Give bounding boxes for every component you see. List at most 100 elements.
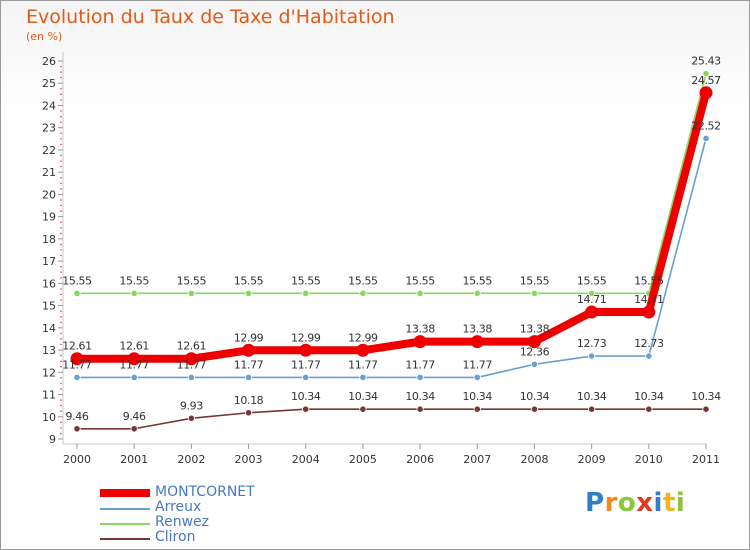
data-point-cliron: [416, 405, 424, 413]
data-label-arreux: 11.77: [291, 358, 321, 371]
y-minor-dot: [60, 382, 62, 385]
y-tick-label: 20: [42, 188, 56, 201]
data-point-montcornet: [413, 335, 427, 349]
data-point-arreux: [244, 373, 253, 382]
data-point-cliron: [130, 425, 138, 433]
y-minor-dot: [60, 76, 62, 79]
data-label-montcornet: 14.71: [634, 293, 664, 306]
y-minor-dot: [60, 310, 62, 312]
y-minor-dot: [60, 427, 62, 429]
data-label-arreux: 11.77: [177, 358, 207, 371]
logo-letter: i: [653, 488, 663, 518]
data-label-montcornet: 12.99: [291, 331, 321, 344]
data-label-renwez: 15.55: [463, 274, 493, 287]
data-label-montcornet: 12.99: [234, 331, 264, 344]
legend-swatch-renwez: [100, 523, 150, 525]
y-minor-dot: [60, 65, 62, 68]
legend-item-arreux[interactable]: Arreux: [100, 499, 350, 516]
y-tick-label: 23: [42, 122, 56, 135]
legend-swatch-montcornet: [100, 489, 150, 497]
y-minor-dot: [60, 232, 62, 235]
y-tick-label: 24: [42, 99, 56, 112]
data-point-montcornet: [585, 305, 599, 319]
data-label-renwez: 15.55: [520, 274, 550, 287]
data-point-arreux: [187, 373, 195, 382]
data-point-montcornet: [356, 343, 370, 357]
data-label-renwez: 15.55: [577, 274, 607, 287]
y-minor-dot: [60, 354, 62, 357]
data-label-cliron: 10.34: [634, 390, 664, 403]
chart-title: Evolution du Taux de Taxe d'Habitation: [26, 6, 395, 28]
y-minor-dot: [60, 315, 62, 318]
legend-item-cliron[interactable]: Cliron: [100, 529, 350, 546]
legend-item-montcornet[interactable]: MONTCORNET: [100, 484, 350, 501]
data-point-cliron: [302, 405, 310, 413]
y-minor-dot: [60, 343, 62, 346]
data-label-renwez: 15.55: [348, 274, 378, 287]
y-tick-label: 14: [42, 322, 56, 335]
data-label-renwez: 15.55: [62, 274, 92, 287]
y-minor-dot: [60, 160, 62, 162]
data-point-renwez: [702, 70, 710, 78]
y-minor-dot: [60, 204, 62, 207]
y-tick-label: 9: [49, 433, 56, 446]
data-label-arreux: 11.77: [405, 358, 435, 371]
series-line-cliron: [76, 408, 707, 430]
y-tick-label: 25: [42, 77, 56, 90]
data-point-arreux: [302, 373, 310, 382]
data-point-renwez: [73, 289, 81, 297]
data-point-arreux: [130, 373, 138, 382]
y-tick-label: 12: [42, 366, 56, 379]
y-tick-label: 18: [42, 233, 56, 246]
data-label-arreux: 11.77: [62, 358, 92, 371]
data-point-montcornet: [642, 305, 656, 319]
data-point-cliron: [530, 405, 539, 413]
data-label-cliron: 10.18: [234, 394, 264, 407]
y-minor-dot: [60, 432, 62, 435]
legend-item-renwez[interactable]: Renwez: [100, 514, 350, 531]
data-point-montcornet: [70, 352, 84, 366]
x-tick-label: 2009: [578, 453, 606, 466]
series-line-arreux: [76, 137, 707, 379]
data-label-arreux: 12.36: [520, 345, 550, 358]
legend-label-renwez: Renwez: [155, 514, 209, 530]
proxiti-logo: Proxiti: [585, 488, 685, 518]
x-tick-label: 2007: [463, 453, 491, 466]
data-label-montcornet: 12.61: [62, 340, 92, 353]
data-label-renwez: 15.55: [634, 274, 664, 287]
logo-letter: t: [662, 488, 676, 518]
y-tick-label: 16: [42, 277, 56, 290]
y-minor-dot: [60, 404, 62, 407]
data-label-cliron: 10.34: [348, 390, 378, 403]
data-label-renwez: 15.55: [177, 274, 207, 287]
data-label-renwez: 15.55: [405, 274, 435, 287]
data-label-arreux: 11.77: [348, 358, 378, 371]
data-point-montcornet: [470, 335, 484, 349]
y-minor-dot: [60, 288, 62, 290]
y-minor-dot: [60, 299, 62, 301]
x-tick-label: 2010: [635, 453, 663, 466]
data-label-cliron: 10.34: [577, 390, 607, 403]
data-label-arreux: 11.77: [119, 358, 149, 371]
data-label-cliron: 10.34: [691, 390, 721, 403]
data-point-renwez: [473, 289, 481, 297]
data-point-arreux: [702, 134, 710, 142]
y-tick-label: 22: [42, 144, 56, 157]
data-label-montcornet: 12.61: [177, 340, 207, 353]
data-point-cliron: [702, 405, 710, 413]
y-tick-label: 19: [42, 211, 56, 224]
x-tick-label: 2002: [177, 453, 205, 466]
data-point-cliron: [645, 405, 653, 413]
data-label-arreux: 12.73: [634, 337, 664, 350]
y-tick-label: 21: [42, 166, 56, 179]
data-point-renwez: [588, 289, 596, 297]
y-minor-dot: [60, 243, 62, 246]
x-tick-label: 2001: [120, 453, 148, 466]
y-tick-label: 26: [42, 55, 56, 68]
data-point-arreux: [473, 373, 481, 382]
data-point-renwez: [359, 289, 367, 297]
y-minor-dot: [60, 143, 62, 146]
y-minor-dot: [60, 132, 62, 135]
